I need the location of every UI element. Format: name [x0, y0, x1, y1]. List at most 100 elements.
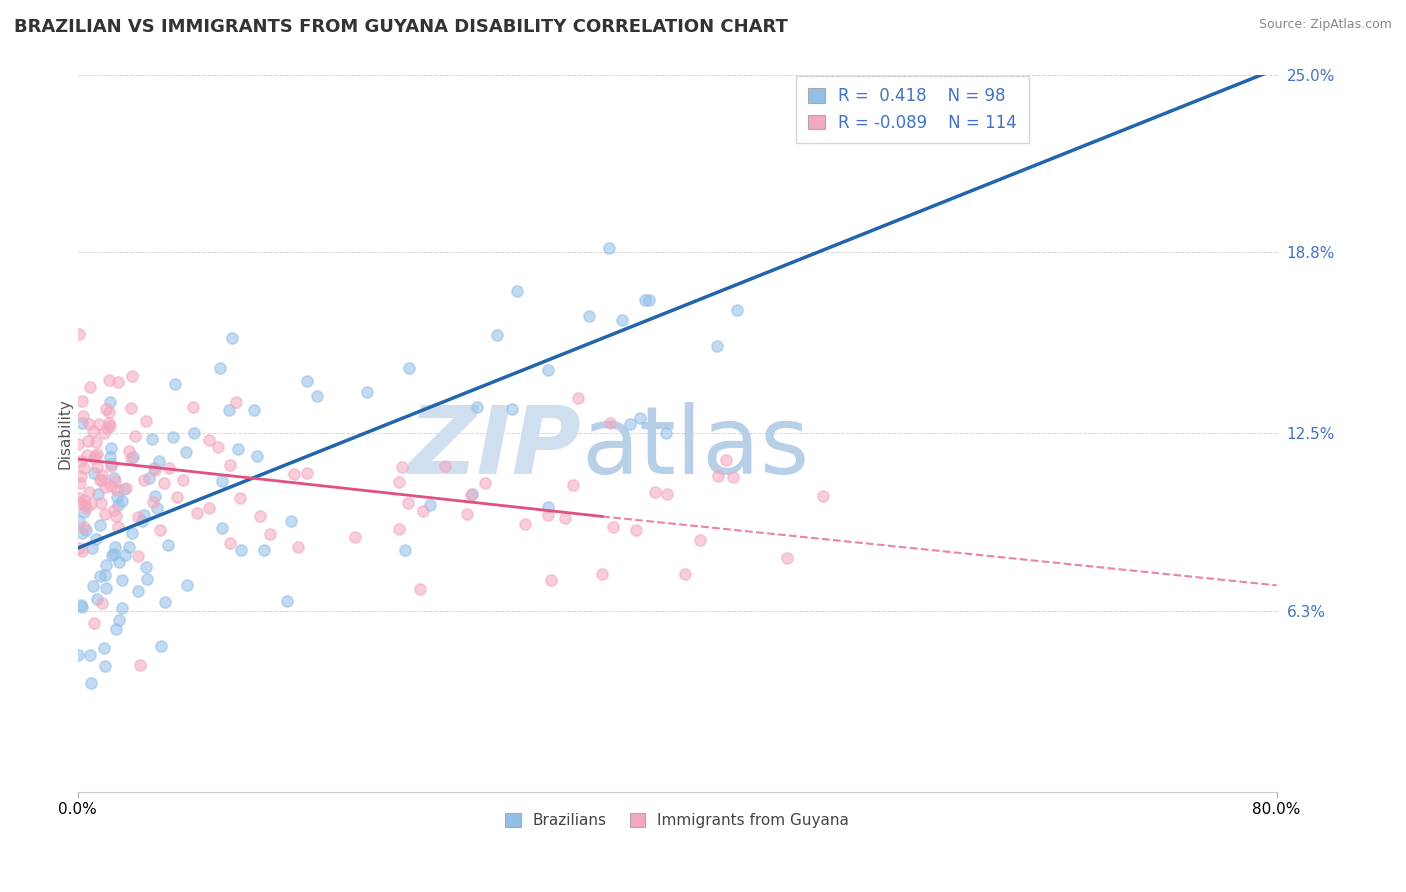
- Point: [73, 493, 96, 508]
- Point: [211, 521, 233, 535]
- Point: [280, 514, 302, 528]
- Point: [96, 421, 118, 435]
- Point: [96, 402, 118, 417]
- Point: [89, 518, 111, 533]
- Point: [87, 487, 110, 501]
- Point: [89, 473, 111, 487]
- Point: [75, 498, 97, 512]
- Point: [69, 468, 91, 483]
- Point: [94, 581, 117, 595]
- Point: [118, 541, 141, 555]
- Point: [174, 445, 197, 459]
- Point: [486, 327, 509, 342]
- Point: [143, 463, 166, 477]
- Point: [70, 393, 93, 408]
- Point: [165, 376, 187, 391]
- Point: [166, 490, 188, 504]
- Point: [135, 414, 157, 428]
- Point: [86, 532, 108, 546]
- Point: [638, 293, 661, 307]
- Point: [135, 560, 157, 574]
- Point: [121, 526, 143, 541]
- Point: [100, 442, 122, 456]
- Point: [83, 450, 105, 465]
- Point: [105, 483, 128, 498]
- Point: [655, 426, 678, 441]
- Point: [107, 375, 129, 389]
- Point: [79, 417, 101, 431]
- Point: [89, 569, 111, 583]
- Point: [103, 547, 125, 561]
- Point: [181, 400, 204, 414]
- Point: [183, 425, 205, 440]
- Point: [67, 491, 90, 505]
- Point: [83, 449, 105, 463]
- Point: [246, 449, 269, 463]
- Point: [108, 613, 131, 627]
- Point: [120, 401, 142, 416]
- Point: [388, 522, 411, 536]
- Point: [207, 440, 229, 454]
- Point: [706, 339, 728, 353]
- Point: [70, 544, 93, 558]
- Point: [104, 475, 127, 489]
- Point: [101, 548, 124, 562]
- Point: [104, 622, 127, 636]
- Point: [578, 309, 600, 323]
- Point: [73, 520, 96, 534]
- Point: [394, 543, 416, 558]
- Point: [97, 405, 120, 419]
- Point: [707, 468, 730, 483]
- Point: [811, 489, 834, 503]
- Point: [90, 467, 112, 482]
- Point: [103, 470, 125, 484]
- Point: [148, 454, 170, 468]
- Point: [409, 582, 432, 596]
- Point: [94, 658, 117, 673]
- Point: [602, 520, 624, 534]
- Text: atlas: atlas: [581, 401, 810, 493]
- Point: [73, 461, 96, 475]
- Point: [94, 568, 117, 582]
- Point: [72, 409, 94, 423]
- Point: [419, 499, 441, 513]
- Point: [132, 508, 155, 523]
- Point: [100, 478, 122, 492]
- Point: [141, 432, 163, 446]
- Point: [540, 574, 562, 588]
- Point: [72, 416, 94, 430]
- Point: [142, 495, 165, 509]
- Point: [307, 389, 329, 403]
- Point: [253, 543, 276, 558]
- Point: [132, 474, 155, 488]
- Point: [229, 543, 252, 558]
- Point: [513, 516, 536, 531]
- Point: [77, 434, 100, 449]
- Point: [396, 496, 419, 510]
- Point: [75, 523, 97, 537]
- Point: [82, 579, 104, 593]
- Point: [93, 640, 115, 655]
- Point: [114, 548, 136, 562]
- Point: [465, 400, 488, 414]
- Point: [70, 526, 93, 541]
- Point: [66, 648, 89, 663]
- Point: [721, 470, 744, 484]
- Point: [96, 558, 118, 572]
- Point: [115, 481, 138, 495]
- Point: [83, 615, 105, 630]
- Text: BRAZILIAN VS IMMIGRANTS FROM GUYANA DISABILITY CORRELATION CHART: BRAZILIAN VS IMMIGRANTS FROM GUYANA DISA…: [14, 18, 787, 36]
- Point: [107, 520, 129, 534]
- Point: [562, 478, 585, 492]
- Point: [567, 391, 589, 405]
- Point: [80, 675, 103, 690]
- Point: [69, 476, 91, 491]
- Point: [82, 424, 104, 438]
- Point: [461, 487, 484, 501]
- Point: [131, 514, 153, 528]
- Point: [98, 417, 121, 431]
- Point: [537, 508, 560, 522]
- Point: [624, 523, 647, 537]
- Point: [121, 369, 143, 384]
- Point: [218, 402, 240, 417]
